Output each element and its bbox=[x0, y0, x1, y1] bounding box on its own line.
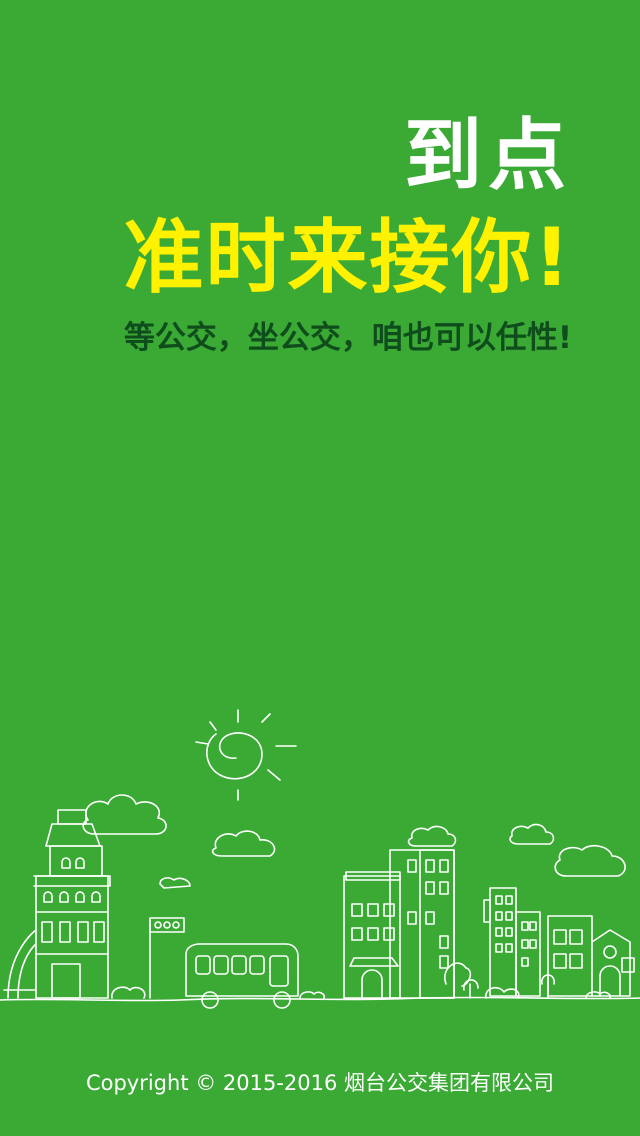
slogan-text: 准时来接你! bbox=[123, 211, 572, 304]
cloud-icon bbox=[82, 794, 626, 889]
office-building-icon bbox=[343, 849, 455, 999]
bus-stop-sign-icon bbox=[149, 917, 185, 999]
bus-icon bbox=[185, 943, 299, 1009]
subslogan-text: 等公交，坐公交，咱也可以任性! bbox=[123, 320, 572, 356]
app-name-title: 到点 bbox=[403, 111, 572, 201]
tree-icon bbox=[444, 962, 472, 999]
sun-icon bbox=[195, 709, 297, 801]
headline-block: 到点 准时来接你! 等公交，坐公交，咱也可以任性! bbox=[12, 108, 572, 360]
building-icon bbox=[3, 809, 111, 999]
copyright-text: Copyright © 2015-2016 烟台公交集团有限公司 bbox=[85, 1071, 555, 1095]
bush-icon bbox=[485, 986, 520, 999]
apartment-building-icon bbox=[483, 887, 635, 997]
city-skyline-illustration-icon bbox=[0, 709, 640, 1009]
